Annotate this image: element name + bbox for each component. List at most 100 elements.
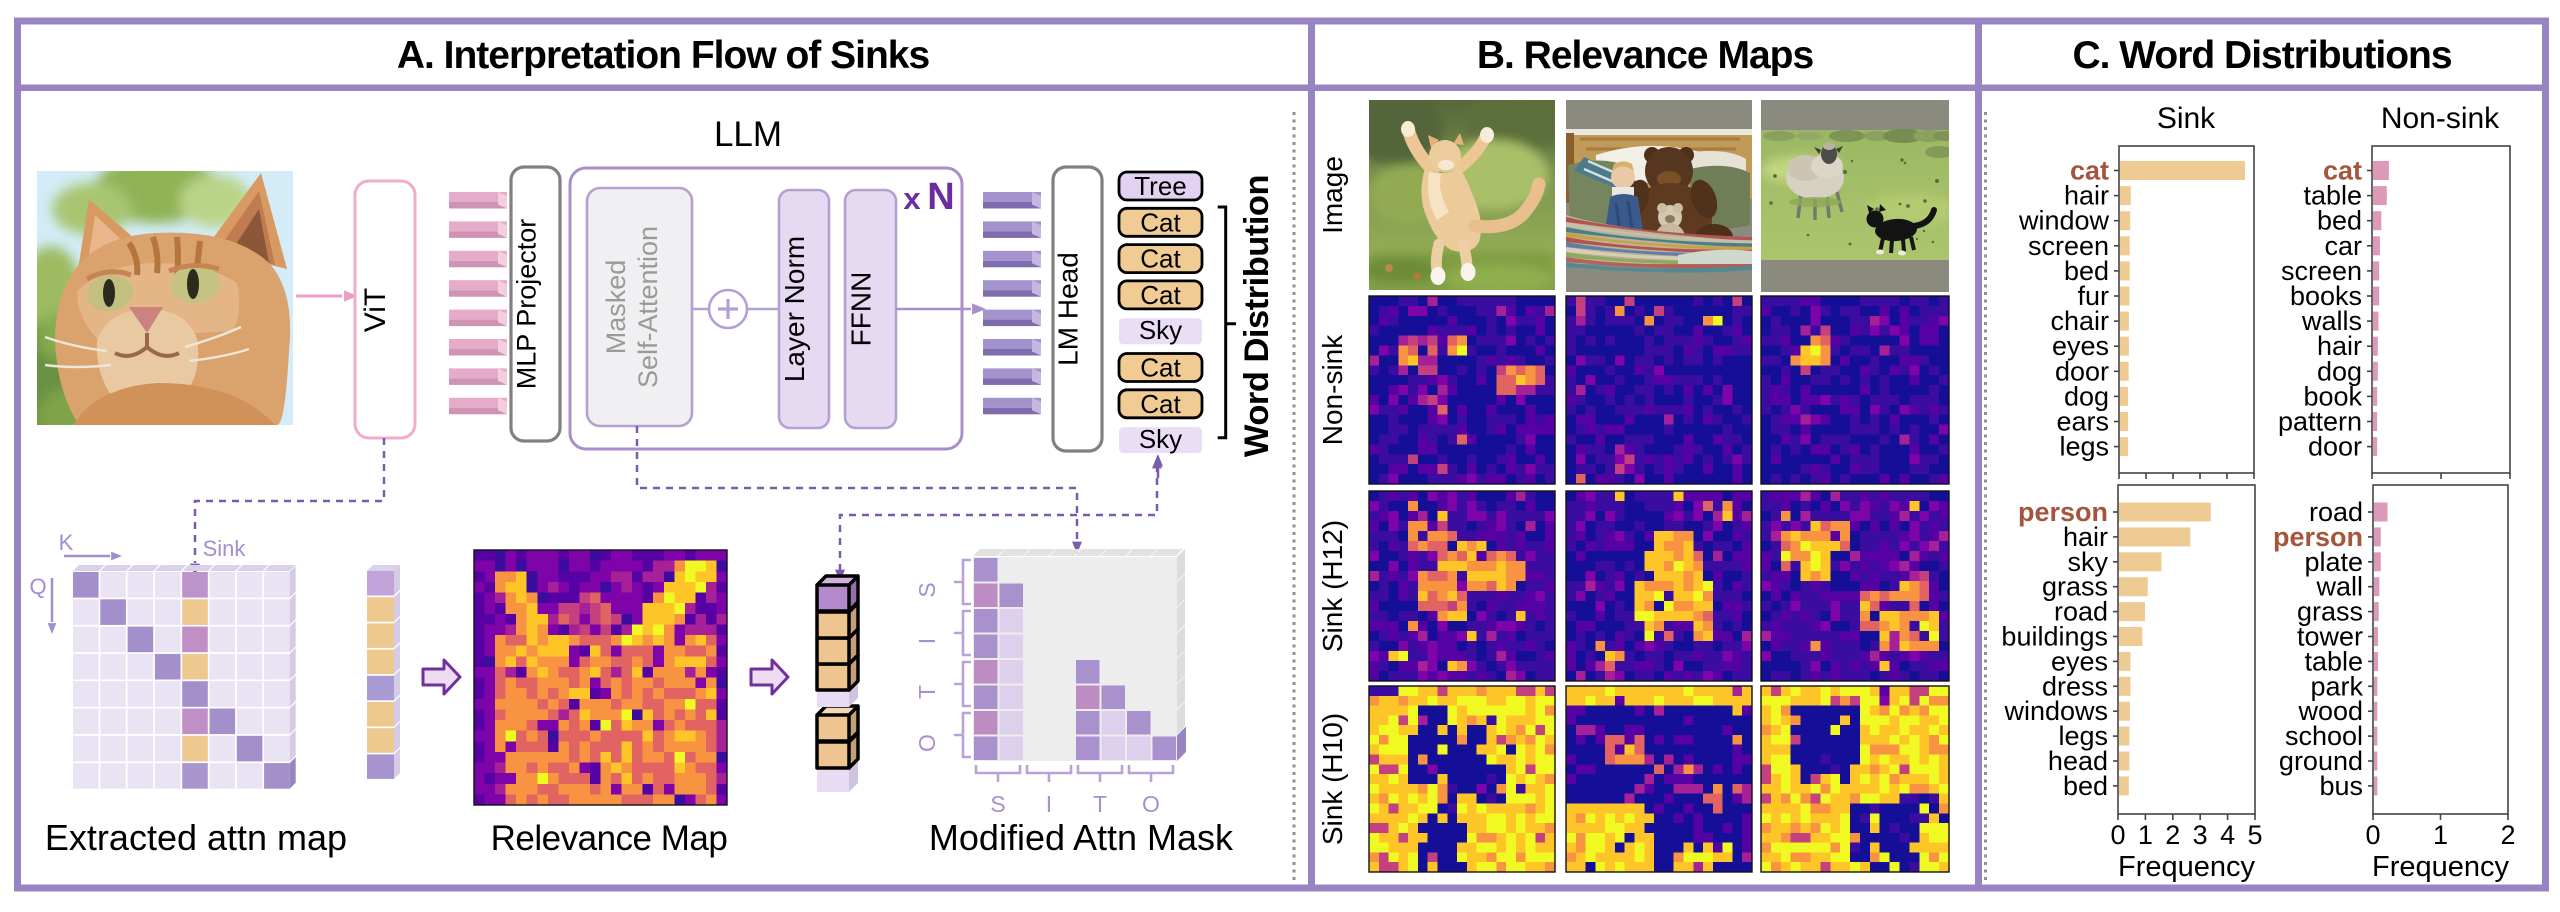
svg-text:sky: sky — [2068, 547, 2109, 577]
svg-text:person: person — [2273, 522, 2363, 552]
svg-text:K: K — [59, 530, 74, 555]
svg-text:wood: wood — [2297, 696, 2363, 726]
svg-text:bed: bed — [2064, 256, 2109, 286]
svg-text:bed: bed — [2317, 206, 2362, 236]
svg-text:buildings: buildings — [2001, 622, 2108, 652]
svg-text:Cat: Cat — [1140, 244, 1181, 274]
svg-text:ViT: ViT — [359, 288, 392, 332]
svg-text:door: door — [2055, 356, 2109, 386]
svg-text:park: park — [2310, 671, 2363, 701]
svg-text:Sky: Sky — [1139, 424, 1182, 454]
svg-text:hair: hair — [2317, 331, 2362, 361]
svg-text:MLP Projector: MLP Projector — [512, 219, 542, 390]
svg-text:T: T — [914, 685, 940, 699]
svg-text:cat: cat — [2070, 156, 2109, 186]
svg-text:Sink: Sink — [2157, 102, 2216, 135]
svg-text:Non-sink: Non-sink — [1317, 334, 1348, 445]
svg-text:cat: cat — [2323, 156, 2362, 186]
svg-text:2: 2 — [2165, 820, 2180, 850]
svg-text:C. Word Distributions: C. Word Distributions — [2072, 34, 2451, 77]
svg-text:eyes: eyes — [2051, 646, 2108, 676]
svg-text:0: 0 — [2365, 820, 2380, 850]
svg-text:LLM: LLM — [714, 115, 782, 154]
svg-text:4: 4 — [2220, 820, 2235, 850]
svg-text:Cat: Cat — [1140, 280, 1181, 310]
svg-text:5: 5 — [2247, 820, 2262, 850]
svg-text:Tree: Tree — [1134, 171, 1187, 201]
svg-text:pattern: pattern — [2278, 407, 2362, 437]
svg-text:legs: legs — [2059, 432, 2109, 462]
svg-text:table: table — [2303, 181, 2362, 211]
svg-text:plate: plate — [2304, 547, 2363, 577]
svg-text:car: car — [2324, 231, 2362, 261]
svg-text:Modified Attn Mask: Modified Attn Mask — [929, 817, 1234, 858]
svg-text:road: road — [2309, 497, 2363, 527]
svg-text:Cat: Cat — [1140, 353, 1181, 383]
svg-text:Sink: Sink — [203, 536, 247, 561]
svg-text:road: road — [2054, 597, 2108, 627]
svg-text:tower: tower — [2297, 622, 2363, 652]
svg-text:x: x — [903, 181, 921, 216]
svg-text:screen: screen — [2028, 231, 2109, 261]
svg-text:walls: walls — [2301, 306, 2362, 336]
svg-text:N: N — [927, 176, 954, 218]
svg-text:dog: dog — [2317, 356, 2362, 386]
svg-text:2: 2 — [2500, 820, 2515, 850]
svg-text:Image: Image — [1317, 156, 1348, 234]
svg-text:FFNN: FFNN — [846, 272, 877, 347]
svg-text:window: window — [2018, 206, 2110, 236]
svg-text:Relevance Map: Relevance Map — [491, 819, 728, 858]
svg-text:Masked: Masked — [601, 260, 631, 355]
svg-text:book: book — [2303, 381, 2362, 411]
svg-text:Non-sink: Non-sink — [2381, 102, 2500, 135]
svg-text:0: 0 — [2110, 820, 2125, 850]
svg-text:legs: legs — [2058, 721, 2108, 751]
svg-text:hair: hair — [2064, 181, 2109, 211]
svg-text:1: 1 — [2138, 820, 2153, 850]
svg-text:S: S — [990, 791, 1005, 817]
svg-text:Sink (H12): Sink (H12) — [1317, 520, 1348, 652]
svg-text:Frequency: Frequency — [2118, 851, 2256, 883]
svg-text:B. Relevance Maps: B. Relevance Maps — [1477, 34, 1814, 77]
svg-text:T: T — [1093, 791, 1107, 817]
svg-text:ears: ears — [2056, 407, 2109, 437]
svg-text:I: I — [914, 638, 940, 644]
svg-text:fur: fur — [2077, 281, 2109, 311]
svg-text:table: table — [2304, 646, 2363, 676]
svg-text:screen: screen — [2281, 256, 2362, 286]
svg-text:hair: hair — [2063, 522, 2108, 552]
svg-text:LM Head: LM Head — [1053, 252, 1084, 366]
svg-text:Sink (H10): Sink (H10) — [1317, 713, 1348, 845]
svg-text:Cat: Cat — [1140, 389, 1181, 419]
svg-text:Frequency: Frequency — [2372, 851, 2510, 883]
svg-text:bus: bus — [2319, 771, 2363, 801]
svg-text:wall: wall — [2315, 572, 2363, 602]
svg-text:chair: chair — [2050, 306, 2109, 336]
svg-text:A. Interpretation Flow of Sink: A. Interpretation Flow of Sinks — [397, 34, 930, 77]
svg-text:O: O — [914, 734, 940, 752]
svg-text:Word Distribution: Word Distribution — [1238, 175, 1276, 457]
svg-text:person: person — [2018, 497, 2108, 527]
svg-text:school: school — [2285, 721, 2363, 751]
svg-text:eyes: eyes — [2052, 331, 2109, 361]
svg-text:bed: bed — [2063, 771, 2108, 801]
svg-text:door: door — [2308, 432, 2362, 462]
svg-text:ground: ground — [2279, 746, 2363, 776]
svg-text:Self-Attention: Self-Attention — [633, 226, 663, 388]
svg-text:dog: dog — [2064, 381, 2109, 411]
svg-text:S: S — [914, 582, 940, 597]
svg-text:1: 1 — [2433, 820, 2448, 850]
svg-text:Sky: Sky — [1139, 315, 1182, 345]
svg-text:grass: grass — [2297, 597, 2363, 627]
svg-text:O: O — [1142, 791, 1160, 817]
svg-text:I: I — [1046, 791, 1052, 817]
svg-text:Extracted attn map: Extracted attn map — [45, 817, 347, 858]
svg-text:windows: windows — [2003, 696, 2108, 726]
svg-text:Layer Norm: Layer Norm — [779, 236, 810, 382]
svg-text:Q: Q — [29, 574, 46, 599]
svg-text:books: books — [2290, 281, 2362, 311]
svg-text:head: head — [2048, 746, 2108, 776]
svg-text:dress: dress — [2042, 671, 2108, 701]
svg-text:grass: grass — [2042, 572, 2108, 602]
svg-text:Cat: Cat — [1140, 207, 1181, 237]
